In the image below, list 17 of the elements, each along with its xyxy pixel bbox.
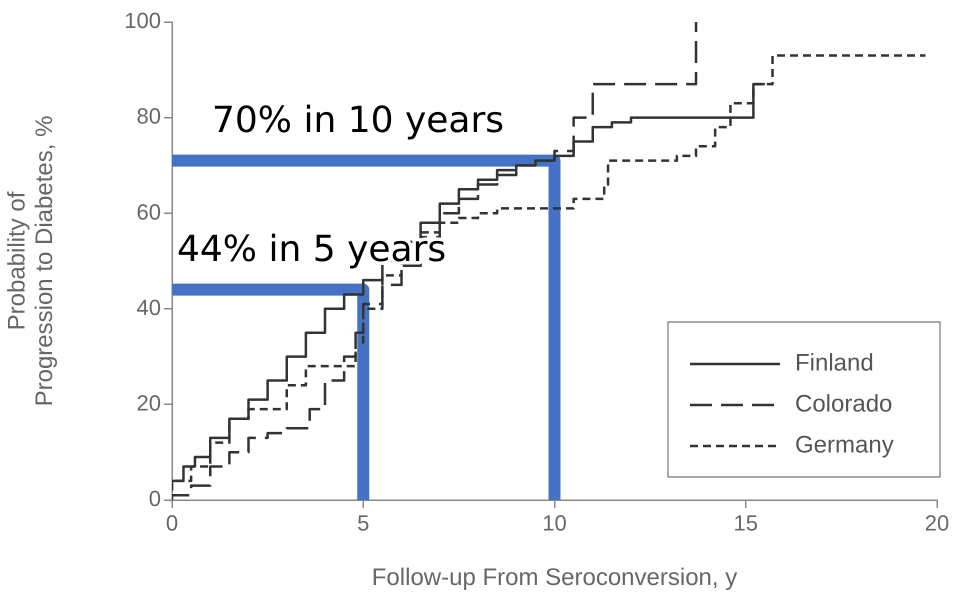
annotation: 70% in 10 years (212, 100, 504, 141)
y-tick-label: 0 (148, 486, 161, 512)
legend-label: Germany (795, 432, 894, 459)
y-tick-label: 20 (136, 390, 161, 416)
x-tick-label: 20 (924, 510, 950, 536)
legend-label: Finland (795, 350, 874, 377)
legend-label: Colorado (795, 390, 892, 418)
x-axis-title: Follow-up From Seroconversion, y (372, 564, 738, 592)
x-tick-label: 0 (166, 510, 178, 536)
x-tick-label: 10 (542, 510, 567, 536)
y-tick-label: 100 (124, 8, 161, 34)
y-axis-title: Probability of Progression to Diabetes, % (3, 116, 58, 406)
x-tick-label: 5 (357, 510, 370, 536)
y-tick-label: 40 (136, 294, 161, 320)
x-tick-label: 15 (734, 510, 758, 536)
y-tick-label: 80 (136, 104, 161, 129)
y-tick-label: 60 (136, 199, 161, 224)
